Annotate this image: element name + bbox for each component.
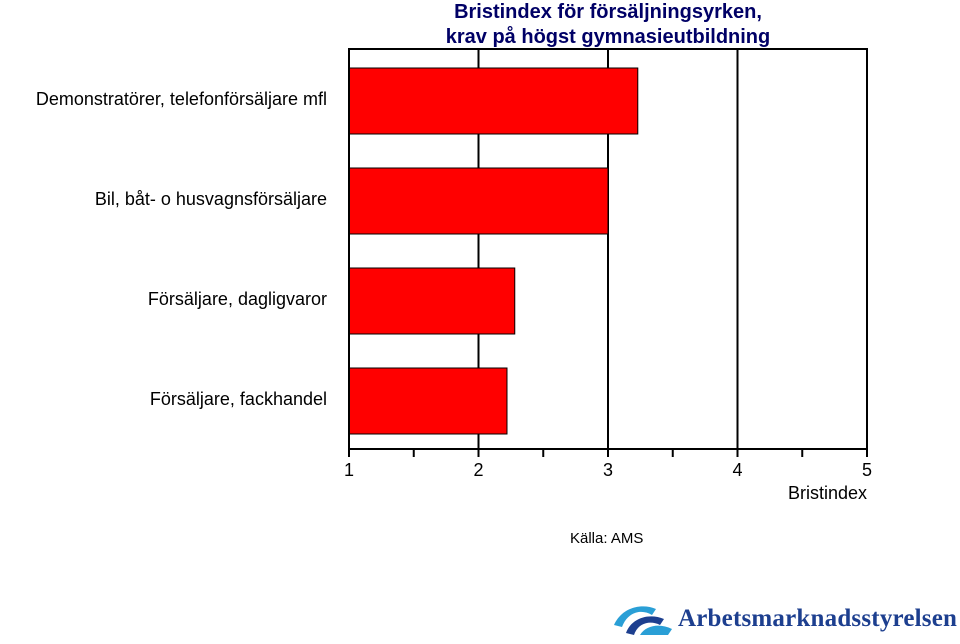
category-label: Försäljare, fackhandel (150, 389, 327, 409)
bar (348, 367, 508, 435)
category-label: Demonstratörer, telefonförsäljare mfl (36, 89, 327, 109)
bar (348, 67, 639, 135)
bar (348, 167, 609, 235)
x-tick-label: 3 (603, 460, 613, 480)
x-tick-label: 2 (473, 460, 483, 480)
category-label: Bil, båt- o husvagnsförsäljare (95, 189, 327, 209)
x-tick-label: 4 (732, 460, 742, 480)
x-tick-label: 1 (344, 460, 354, 480)
category-label: Försäljare, dagligvaror (148, 289, 327, 309)
chart-title-line-1: Bristindex för försäljningsyrken, (454, 1, 762, 23)
logo-text: Arbetsmarknadsstyrelsen (678, 605, 958, 632)
x-axis-title: Bristindex (788, 483, 867, 503)
bar (348, 267, 516, 335)
source-note: Källa: AMS (570, 530, 644, 547)
x-tick-label: 5 (862, 460, 872, 480)
arbetsmarknadsstyrelsen-logo: Arbetsmarknadsstyrelsen (612, 603, 960, 639)
chart-title: Bristindex för försäljningsyrken, krav p… (349, 0, 867, 50)
logo-mark-icon (614, 606, 672, 635)
chart-title-line-2: krav på högst gymnasieutbildning (445, 26, 771, 48)
